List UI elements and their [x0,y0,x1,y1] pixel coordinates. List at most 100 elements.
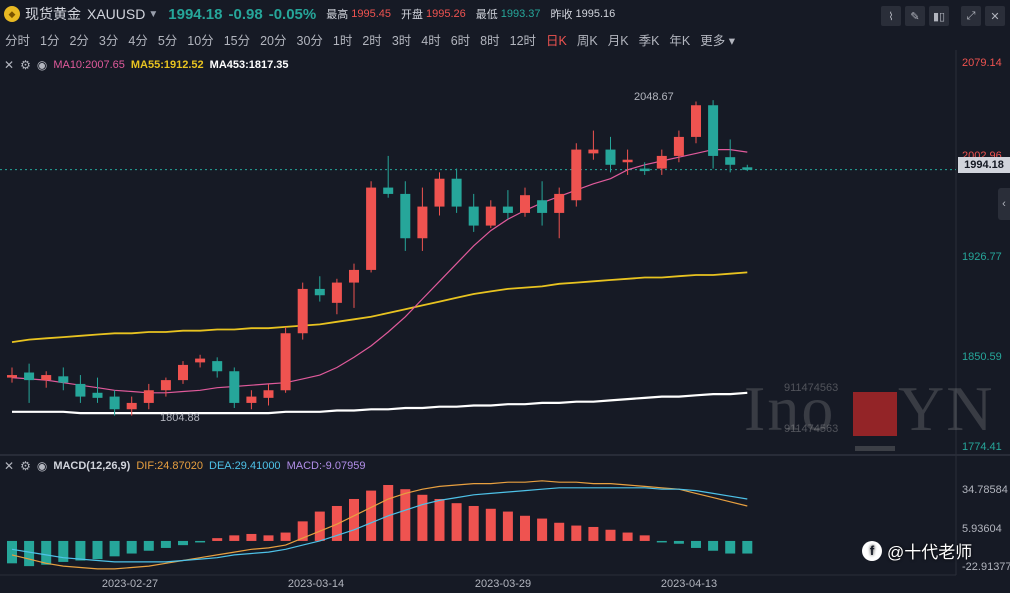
candle-body [571,149,582,201]
timeframe-tab[interactable]: 2分 [69,33,89,48]
price-axis-label: 1774.41 [962,441,1002,453]
macd-legend: ✕ ⚙ ◉ MACD(12,26,9) DIF:24.87020 DEA:29.… [4,459,365,473]
watermark-seal [853,392,897,436]
timeframe-tab[interactable]: 8时 [480,33,500,48]
date-label: 2023-02-27 [101,578,159,590]
macd-histogram-bar [297,521,308,541]
macd-value-label: MACD:-9.07959 [286,460,366,472]
timeframe-tab[interactable]: 10分 [187,33,214,48]
timeframe-tab[interactable]: 1分 [40,33,60,48]
timeframe-tab[interactable]: 15分 [223,33,251,48]
macd-histogram-bar [417,494,428,541]
macd-histogram-bar [280,532,291,541]
candle-body [349,269,359,283]
candle-body [263,390,274,398]
macd-histogram-bar [58,540,69,562]
timeframe-tab[interactable]: 30分 [296,33,323,48]
symbol-name[interactable]: 现货黄金 [25,6,81,22]
macd-histogram-bar [41,540,52,565]
macd-histogram-bar [92,540,103,560]
candle-body [400,193,411,239]
symbol-code[interactable]: XAUUSD [87,6,146,22]
fullscreen-icon[interactable]: ⤢ [961,6,981,26]
timeframe-tab[interactable]: 周K [576,33,598,48]
candle-body [725,157,736,165]
macd-histogram-bar [639,535,650,541]
timeframe-tab[interactable]: 2时 [362,33,382,48]
macd-axis-label: 34.78584 [962,484,1008,496]
ma453-line [12,391,748,415]
candle-body [605,149,616,165]
macd-histogram-bar [349,498,359,541]
candle-body [485,206,496,226]
timeframe-tab[interactable]: 更多 ▾ [700,33,735,48]
collapse-panel-icon[interactable]: ‹ [998,188,1010,220]
macd-settings-icon[interactable]: ⚙ [20,459,31,473]
high-label: 最高 [326,9,349,21]
high-value: 1995.45 [351,8,391,20]
candle-body [229,371,240,403]
macd-histogram-bar [400,489,411,541]
macd-histogram-bar [7,540,17,564]
macd-histogram-bar [314,511,325,541]
macd-histogram-bar [212,538,223,541]
macd-histogram-bar [537,518,548,541]
high-marker: 2048.67 [634,91,674,103]
timeframe-tab[interactable]: 1时 [332,33,353,48]
collapse-icon[interactable]: ✕ [4,58,15,72]
ma55-line [11,271,748,343]
low-marker: 1804.88 [160,412,200,424]
price-change-pct: -0.05% [268,5,317,23]
timeframe-bar: 分时 1分 2分 3分 4分 5分 10分 15分 20分 30分 1时 2时 3时 4时 6时 8时 12时日… [0,28,1010,50]
candle-body [520,195,530,213]
candle-body [297,288,308,334]
indicator-icon[interactable]: ⌇ [881,6,901,26]
watermark-text-right: YN [898,373,995,444]
price-axis-label: 2079.14 [962,57,1002,69]
macd-eye-icon[interactable]: ◉ [36,459,48,473]
timeframe-tab[interactable]: 3分 [98,33,119,48]
symbol-dropdown-icon[interactable]: ▼ [148,8,159,20]
ma453-label: MA453:1817.35 [209,59,289,71]
timeframe-tab[interactable]: 3时 [391,33,412,48]
eye-icon[interactable]: ◉ [36,58,48,72]
timeframe-tab[interactable]: 20分 [260,33,287,48]
macd-histogram-bar [126,540,137,554]
candle-body [212,361,223,372]
candle-body [468,206,479,226]
candle-body [143,390,154,403]
macd-name: MACD(12,26,9) [53,460,131,472]
timeframe-tab[interactable]: 日K [546,33,567,48]
candle-body [160,380,171,391]
timeframe-tab[interactable]: 4时 [421,33,441,48]
macd-histogram-bar [742,540,753,554]
dif-line [11,480,748,570]
candle-body [451,178,462,207]
low-value: 1993.37 [500,8,541,20]
timeframe-tab[interactable]: 分时 [5,33,31,48]
timeframe-tab[interactable]: 年K [669,33,691,48]
macd-histogram-bar [229,535,240,541]
candle-body [691,105,701,137]
timeframe-tab[interactable]: 5分 [157,33,178,48]
author-name: @十代老师 [887,543,973,562]
timeframe-tab[interactable]: 6时 [450,33,471,48]
draw-icon[interactable]: ✎ [905,6,925,26]
candle-type-icon[interactable]: ▮▯ [929,6,949,26]
chart-canvas[interactable] [0,50,1010,593]
timeframe-tab[interactable]: 12时 [509,33,537,48]
timeframe-tab[interactable]: 季K [638,33,660,48]
prev-close-label: 昨收 [550,9,573,21]
macd-histogram-bar [178,540,188,546]
macd-collapse-icon[interactable]: ✕ [4,459,15,473]
macd-histogram-bar [75,540,86,561]
close-icon[interactable]: ✕ [985,6,1005,26]
candle-body [178,364,188,381]
timeframe-tab[interactable]: 月K [607,33,629,48]
candle-body [588,149,599,154]
candle-body [537,200,548,213]
timeframe-tab[interactable]: 4分 [128,33,148,48]
candle-body [639,168,650,172]
settings-icon[interactable]: ⚙ [20,58,31,72]
dea-label: DEA:29.41000 [209,460,281,472]
